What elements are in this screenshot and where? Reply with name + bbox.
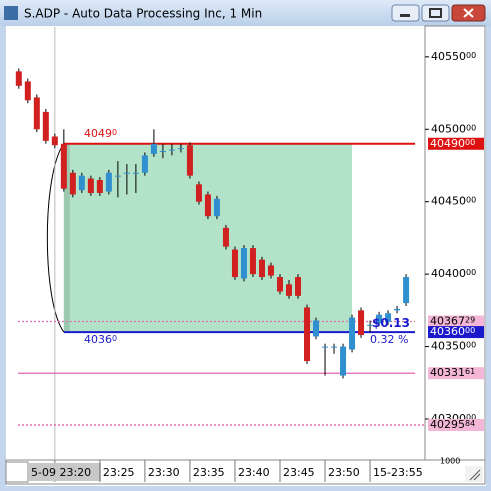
candle-body xyxy=(96,179,103,194)
price-axis xyxy=(424,25,486,461)
maximize-button[interactable] xyxy=(421,4,450,22)
candle-body xyxy=(60,143,67,189)
y-tick-label: 4055000 xyxy=(431,50,476,63)
x-tick-label: 15-23:55 xyxy=(373,466,423,479)
candle-body xyxy=(304,307,311,362)
candle-body xyxy=(186,145,193,176)
grip-icon xyxy=(469,469,481,481)
candle-body xyxy=(349,317,356,350)
candle-body xyxy=(394,308,401,311)
level-label: 4049000 xyxy=(430,137,475,150)
range-arc xyxy=(46,143,65,333)
candle-body xyxy=(385,313,392,322)
candle-body xyxy=(276,277,283,292)
candle-body xyxy=(195,184,202,202)
y-tick-label: 4050000 xyxy=(431,122,476,135)
change-value: $0.13 xyxy=(372,316,410,330)
minimize-button[interactable] xyxy=(391,4,420,22)
maximize-icon xyxy=(429,8,442,18)
candle-body xyxy=(168,149,175,151)
candle-body xyxy=(159,151,166,153)
candle-body xyxy=(222,227,229,247)
candle-body xyxy=(340,346,347,376)
change-percent: 0.32 % xyxy=(370,333,408,346)
y-tick-label: 4035000 xyxy=(431,340,476,353)
level-line-label: 40360 xyxy=(84,333,117,346)
candle-body xyxy=(240,248,247,279)
candle-body xyxy=(204,194,211,217)
candle-body xyxy=(231,249,238,278)
candle-body xyxy=(213,198,220,217)
level-label: 4036000 xyxy=(430,325,475,338)
candle-body xyxy=(313,320,320,337)
candle-body xyxy=(376,314,383,324)
candle-body xyxy=(322,346,329,348)
y-tick-label: 4045000 xyxy=(431,195,476,208)
level-label-bg xyxy=(428,419,484,432)
level-label-bg xyxy=(428,137,484,150)
candle-body xyxy=(132,172,139,174)
candle-body xyxy=(358,310,365,335)
level-label: 4033161 xyxy=(430,366,475,379)
close-icon xyxy=(463,8,474,18)
corner-box xyxy=(5,461,29,483)
candle-body xyxy=(87,178,94,194)
candle-body xyxy=(177,148,184,150)
range-shade xyxy=(63,143,70,333)
candle-body xyxy=(295,277,302,296)
candle-body xyxy=(331,346,338,348)
candle-body xyxy=(105,172,112,192)
candle-body xyxy=(141,155,148,173)
x-tick-label: 23:50 xyxy=(328,466,360,479)
candle-body xyxy=(114,175,121,177)
app-icon xyxy=(4,6,18,20)
candle-body xyxy=(286,284,293,296)
candle-body xyxy=(150,143,157,154)
candle-body xyxy=(267,265,274,276)
candle-body xyxy=(42,111,49,141)
x-tick-label: 23:40 xyxy=(238,466,270,479)
level-line-label: 40490 xyxy=(84,127,117,140)
level-label-bg xyxy=(428,367,484,380)
x-tick-label: 23:45 xyxy=(283,466,315,479)
candle-body xyxy=(123,172,130,174)
range-box xyxy=(63,143,353,333)
y-tick-label: 4040000 xyxy=(431,267,476,280)
candle-body xyxy=(367,324,374,326)
candle-body xyxy=(51,136,58,146)
volume-scale: 1000 xyxy=(440,457,460,466)
x-tick-label: 5-09 23:20 xyxy=(31,466,91,479)
x-tick-label: 23:25 xyxy=(103,466,135,479)
candle-body xyxy=(403,277,410,304)
candle-body xyxy=(258,259,265,278)
candle-body xyxy=(78,175,85,191)
candle-body xyxy=(249,248,256,275)
candle-body xyxy=(33,97,40,130)
x-tick-label: 23:30 xyxy=(148,466,180,479)
candle-body xyxy=(15,71,22,86)
level-label: 4029584 xyxy=(430,418,475,431)
resize-grip xyxy=(465,466,483,482)
x-cursor-label-bg xyxy=(29,463,101,481)
level-label-bg xyxy=(428,315,484,328)
minimize-icon xyxy=(400,14,410,17)
level-label: 4036729 xyxy=(430,315,475,328)
x-tick-label: 23:35 xyxy=(193,466,225,479)
candle-body xyxy=(69,172,76,195)
level-label-bg xyxy=(428,326,484,339)
candle-body xyxy=(24,81,31,101)
window-title: S.ADP - Auto Data Processing Inc, 1 Min xyxy=(24,7,262,21)
